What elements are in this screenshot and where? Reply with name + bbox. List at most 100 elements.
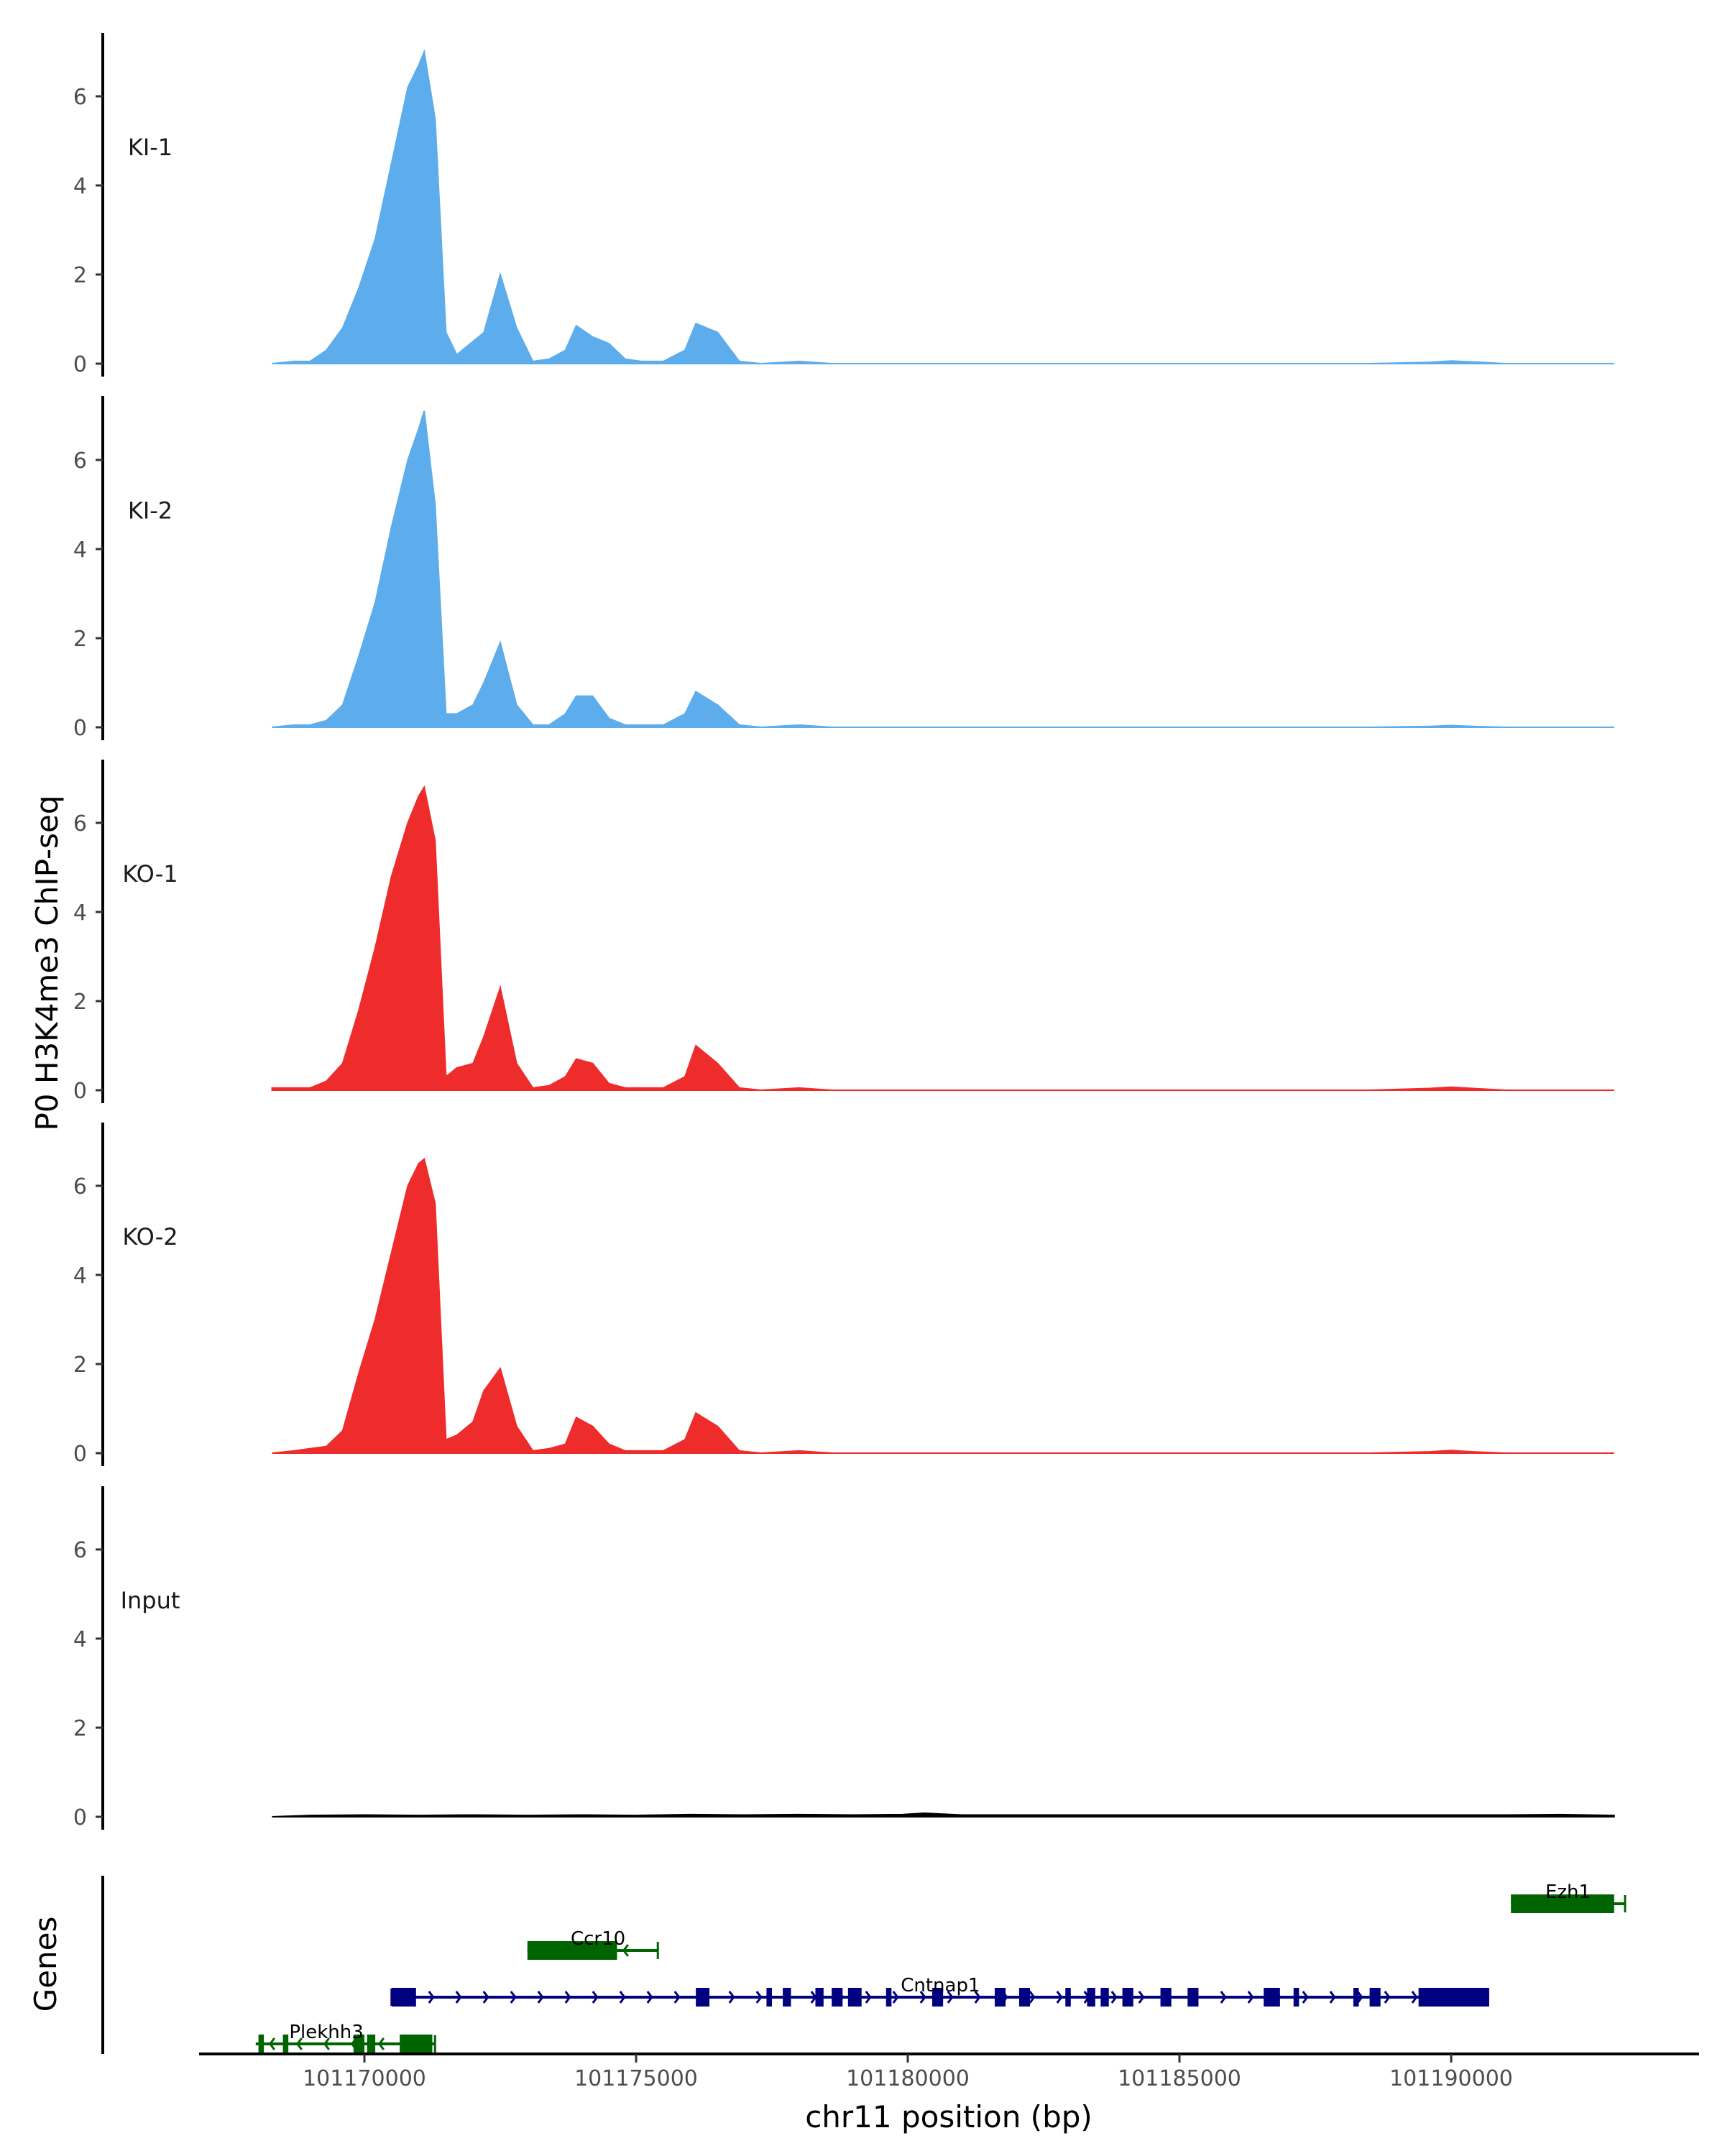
strand-chevron: [377, 2037, 385, 2050]
gene-track-title: Genes: [28, 1917, 63, 2012]
x-tick-label: 101175000: [574, 2066, 698, 2091]
strand-chevron: [1247, 1991, 1254, 2004]
gene-exon: [353, 2035, 364, 2053]
gene-exon: [886, 1988, 892, 2007]
gene-exon: [932, 1988, 944, 2007]
gene-exon: [391, 1988, 416, 2007]
y-tick-label: 6: [73, 811, 87, 837]
strand-chevron: [592, 1991, 599, 2004]
gene-exon: [783, 1988, 791, 2007]
strand-chevron: [455, 1991, 462, 2004]
y-axis-title: P0 H3K4me3 ChIP-seq: [29, 795, 65, 1130]
strand-chevron: [1138, 1991, 1145, 2004]
signal-area-ko-1: [271, 785, 1614, 1092]
x-axis: chr11 position (bp) 101170000 101175000 10…: [199, 2053, 1699, 2134]
gene-exon: [847, 1988, 862, 2007]
x-tick-label: 101190000: [1389, 2066, 1513, 2091]
strand-chevron: [482, 1991, 489, 2004]
y-tick-label: 2: [73, 1353, 87, 1378]
gene-exon: [766, 1988, 772, 2007]
gene-exon: [400, 2035, 433, 2053]
y-tick-label: 6: [73, 1174, 87, 1199]
gene-track-group: Genes Ezh1 Ccr10 Cntnap1 Plekhh3: [28, 1876, 1627, 2054]
strand-chevron: [295, 2037, 303, 2050]
gene-cntnap1: Cntnap1: [390, 1975, 1489, 2007]
strand-chevron: [1384, 1991, 1391, 2004]
gene-exon: [1018, 1988, 1031, 2007]
strand-chevron: [947, 1991, 954, 2004]
gene-exon: [1160, 1988, 1172, 2007]
gene-exon: [832, 1988, 843, 2007]
strand-chevron: [622, 1944, 629, 1957]
gene-exon: [1122, 1988, 1133, 2007]
gene-plekhh3: Plekhh3: [255, 2022, 436, 2053]
gene-exon: [367, 2035, 376, 2053]
signal-area-ko-2: [272, 1158, 1614, 1455]
gene-exon: [282, 2035, 289, 2053]
strand-chevron: [865, 1991, 872, 2004]
gene-exon: [1187, 1988, 1199, 2007]
signal-area-ki-2: [272, 410, 1614, 729]
y-tick-label: 2: [73, 263, 87, 288]
gene-ccr10: Ccr10: [527, 1928, 659, 1960]
gene-exon: [258, 2035, 264, 2053]
strand-chevron: [1220, 1991, 1227, 2004]
gene-exon: [1293, 1988, 1300, 2007]
y-tick-label: 4: [73, 1627, 87, 1652]
gene-exon: [1065, 1988, 1071, 2007]
y-tick-label: 0: [73, 1079, 87, 1104]
strand-chevron: [428, 1991, 435, 2004]
gene-exon: [1511, 1894, 1614, 1913]
track-name-label: Input: [121, 1587, 180, 1614]
track-input: 0 2 4 6 Input: [73, 1486, 1615, 1830]
y-tick-label: 0: [73, 716, 87, 741]
gene-exon: [1087, 1988, 1095, 2007]
x-tick-label: 101180000: [846, 2066, 970, 2091]
track-ki-1: 0 2 4 6 KI-1: [73, 33, 1614, 377]
y-tick-label: 2: [73, 627, 87, 652]
tracks-group: 0 2 4 6 KI-1 0 2 4 6 KI-2 0 2 4 6 KO-1 0 2 4 6 KO-2 0 2 4 6 Inpu…: [73, 33, 1615, 1830]
track-ko-2: 0 2 4 6 KO-2: [73, 1123, 1614, 1467]
strand-chevron: [537, 1991, 544, 2004]
gene-exon: [527, 1941, 617, 1960]
gene-name-label: Cntnap1: [901, 1975, 980, 1996]
x-tick-label: 101170000: [303, 2066, 426, 2091]
gene-exon: [1100, 1988, 1109, 2007]
strand-chevron: [510, 1991, 517, 2004]
gene-exon: [1264, 1988, 1280, 2007]
x-axis-title: chr11 position (bp): [805, 2099, 1092, 2134]
strand-chevron: [646, 1991, 653, 2004]
strand-chevron: [1302, 1991, 1309, 2004]
gene-name-label: Plekhh3: [289, 2022, 363, 2043]
y-tick-label: 4: [73, 1263, 87, 1289]
y-tick-label: 2: [73, 1716, 87, 1741]
strand-chevron: [755, 1991, 763, 2004]
gene-ezh1: Ezh1: [1511, 1881, 1627, 1913]
y-tick-label: 0: [73, 352, 87, 377]
y-tick-label: 0: [73, 1805, 87, 1830]
track-name-label: KI-2: [128, 497, 172, 525]
gene-name-label: Ezh1: [1545, 1881, 1591, 1903]
strand-chevron: [1110, 1991, 1118, 2004]
strand-chevron: [919, 1991, 926, 2004]
gene-exon: [696, 1988, 710, 2007]
y-tick-label: 0: [73, 1442, 87, 1467]
track-name-label: KO-1: [122, 860, 178, 888]
y-tick-label: 4: [73, 174, 87, 199]
strand-chevron: [673, 1991, 681, 2004]
strand-chevron: [892, 1991, 899, 2004]
y-tick-label: 2: [73, 990, 87, 1015]
y-tick-label: 4: [73, 538, 87, 563]
gene-exon: [1418, 1988, 1489, 2007]
y-tick-label: 4: [73, 900, 87, 926]
x-tick-label: 101185000: [1118, 2066, 1241, 2091]
track-name-label: KI-1: [128, 134, 172, 161]
strand-chevron: [1356, 1991, 1363, 2004]
strand-chevron: [268, 2037, 275, 2050]
gene-exon: [815, 1988, 824, 2007]
track-ko-1: 0 2 4 6 KO-1: [73, 760, 1614, 1104]
track-ki-2: 0 2 4 6 KI-2: [73, 396, 1614, 741]
gene-exon: [1353, 1988, 1359, 2007]
strand-chevron: [323, 2037, 330, 2050]
